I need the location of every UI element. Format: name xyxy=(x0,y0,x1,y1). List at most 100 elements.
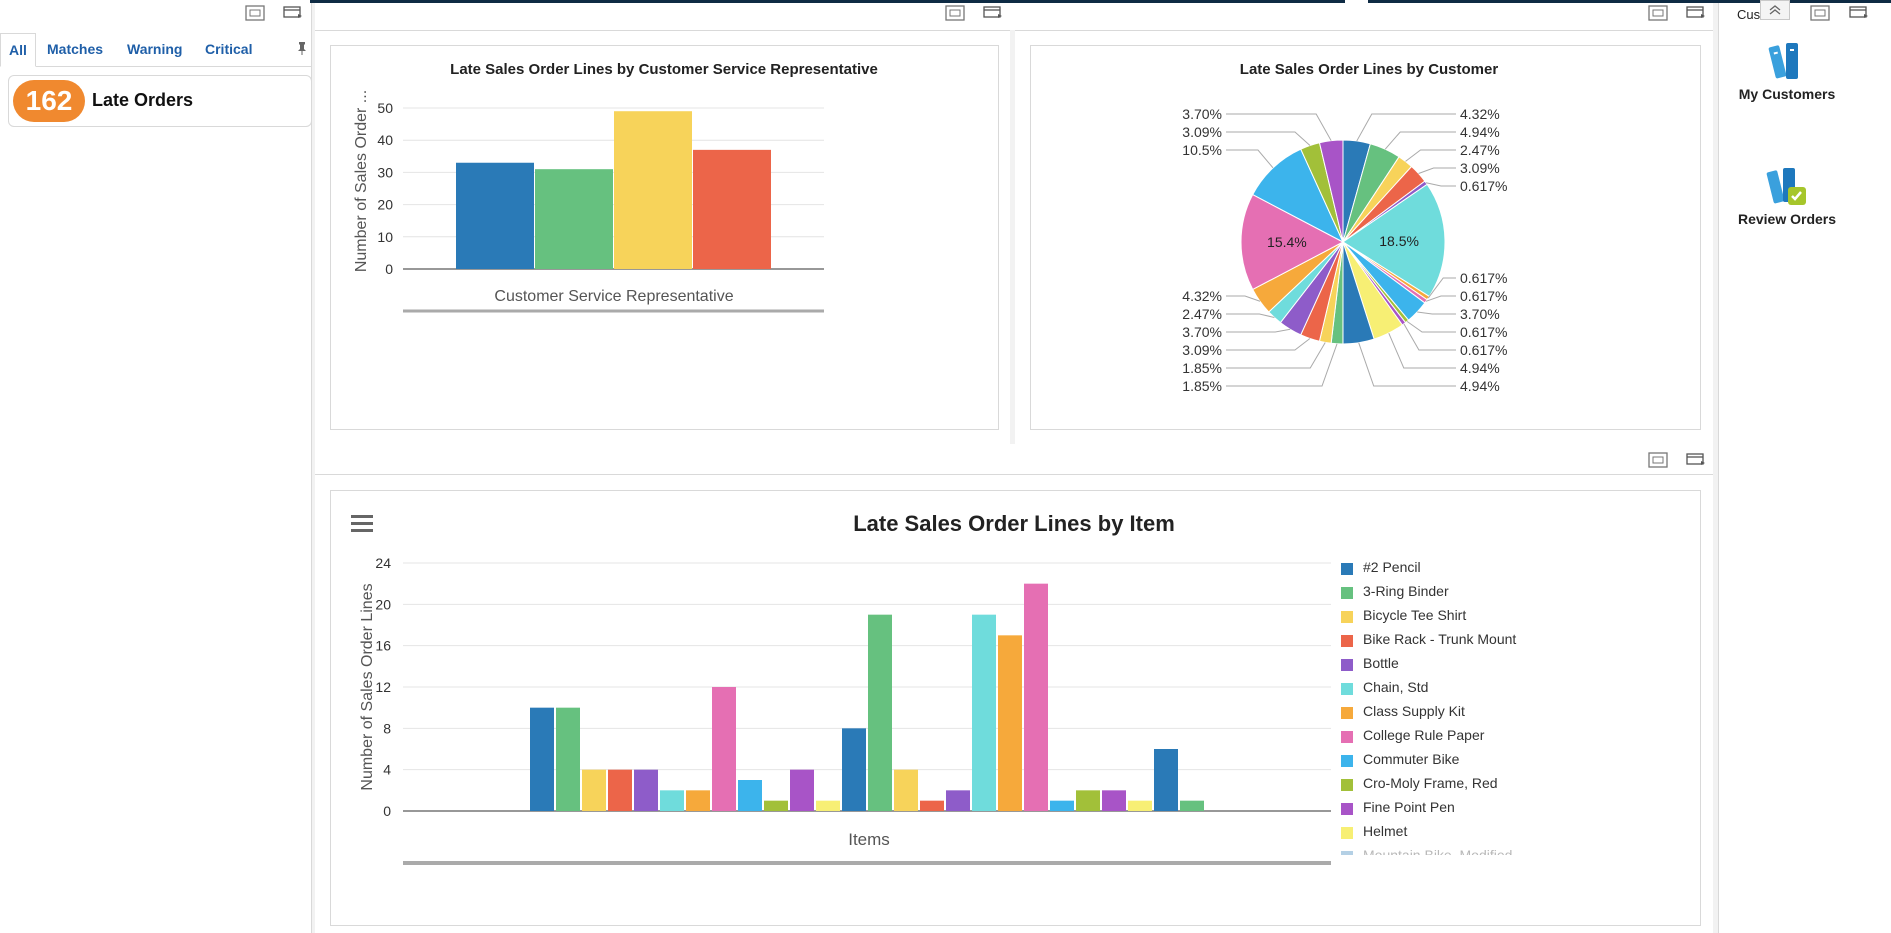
pie-slice xyxy=(1342,183,1446,298)
slice-label: 0.617% xyxy=(1460,288,1507,304)
y-tick-label: 4 xyxy=(383,762,391,778)
leader-line xyxy=(1226,149,1274,169)
legend-label: Cro-Moly Frame, Red xyxy=(1363,775,1498,791)
expand-icon[interactable] xyxy=(245,5,265,21)
tab-all[interactable]: All xyxy=(0,33,36,67)
left-panel: All Matches Warning Critical 162 Late Or… xyxy=(0,3,312,933)
customer-pie-chart: Late Sales Order Lines by Customer 18.5% 1… xyxy=(1182,61,1507,394)
bar xyxy=(738,780,762,811)
leader-line xyxy=(1226,313,1275,318)
y-axis-title: Number of Sales Order Lines xyxy=(359,583,376,790)
bar xyxy=(998,635,1022,811)
legend-label: 3-Ring Binder xyxy=(1363,583,1449,599)
legend-swatch xyxy=(1341,635,1353,647)
expand-icon[interactable] xyxy=(1648,452,1668,468)
bar xyxy=(582,769,606,811)
leader-line xyxy=(1418,167,1456,174)
slice-label: 0.617% xyxy=(1460,342,1507,358)
leader-line xyxy=(1226,342,1326,369)
bar xyxy=(1050,800,1074,811)
tab-matches[interactable]: Matches xyxy=(47,41,104,57)
launcher-my-customers[interactable]: My Customers xyxy=(1722,40,1852,102)
bar xyxy=(1102,790,1126,811)
leader-line xyxy=(1226,343,1338,387)
legend-swatch xyxy=(1341,683,1353,695)
chart-title: Late Sales Order Lines by Customer xyxy=(1240,61,1499,78)
pin-icon[interactable] xyxy=(297,41,307,55)
slice-label: 3.70% xyxy=(1460,306,1500,322)
leader-line xyxy=(1226,328,1291,333)
bar xyxy=(712,687,736,811)
bar xyxy=(456,162,534,269)
legend-swatch xyxy=(1341,803,1353,815)
bar xyxy=(790,769,814,811)
legend-label: Mountain Bike, Modified xyxy=(1363,847,1513,855)
settings-icon[interactable] xyxy=(1686,452,1706,468)
expand-icon[interactable] xyxy=(1648,5,1668,21)
slice-label: 15.4% xyxy=(1267,234,1307,250)
launcher-review-orders[interactable]: Review Orders xyxy=(1722,165,1852,227)
books-icon xyxy=(1722,40,1852,86)
legend-label: #2 Pencil xyxy=(1363,559,1421,575)
slice-label: 4.94% xyxy=(1460,124,1500,140)
leader-line xyxy=(1358,342,1456,387)
late-orders-count: 162 xyxy=(13,80,85,122)
tab-warning[interactable]: Warning xyxy=(127,41,183,57)
slice-label: 3.70% xyxy=(1182,324,1222,340)
expand-icon[interactable] xyxy=(1810,5,1830,21)
slice-label: 4.32% xyxy=(1182,288,1222,304)
y-tick-label: 50 xyxy=(377,100,393,116)
slice-label: 2.47% xyxy=(1182,306,1222,322)
chart-title: Late Sales Order Lines by Item xyxy=(853,511,1175,536)
slice-label: 10.5% xyxy=(1182,142,1222,158)
collapse-icon[interactable] xyxy=(1760,0,1790,20)
y-tick-label: 30 xyxy=(377,164,393,180)
legend-label: Bicycle Tee Shirt xyxy=(1363,607,1467,623)
slice-label: 3.70% xyxy=(1182,106,1222,122)
legend-swatch xyxy=(1341,827,1353,839)
chart-menu-icon[interactable] xyxy=(351,513,373,533)
slice-label: 4.94% xyxy=(1460,360,1500,376)
settings-icon[interactable] xyxy=(1849,5,1869,21)
bar xyxy=(1180,800,1204,811)
settings-icon[interactable] xyxy=(983,5,1003,21)
y-tick-label: 40 xyxy=(377,132,393,148)
slice-label: 3.09% xyxy=(1182,342,1222,358)
chart-title: Late Sales Order Lines by Customer Servi… xyxy=(450,61,878,78)
late-orders-card[interactable]: 162 Late Orders xyxy=(8,75,312,127)
bar xyxy=(634,769,658,811)
legend-label: Class Supply Kit xyxy=(1363,703,1465,719)
slice-label: 0.617% xyxy=(1460,324,1507,340)
filter-tabs: All Matches Warning Critical xyxy=(0,33,311,67)
slice-label: 18.5% xyxy=(1379,233,1419,249)
bar xyxy=(614,111,692,269)
bar xyxy=(693,149,771,269)
y-axis-title: Number of Sales Order ... xyxy=(353,90,370,272)
settings-icon[interactable] xyxy=(283,5,303,21)
legend-swatch xyxy=(1341,563,1353,575)
legend-swatch xyxy=(1341,731,1353,743)
csr-bar-chart: Late Sales Order Lines by Customer Servi… xyxy=(353,61,878,313)
bar xyxy=(816,800,840,811)
leader-line xyxy=(1226,338,1311,351)
settings-icon[interactable] xyxy=(1686,5,1706,21)
legend-label: Commuter Bike xyxy=(1363,751,1460,767)
item-bar-chart: Late Sales Order Lines by Item 0 4 8 12 16 20 2… xyxy=(359,511,1331,865)
expand-icon[interactable] xyxy=(945,5,965,21)
y-tick-label: 20 xyxy=(377,197,393,213)
legend-label: Helmet xyxy=(1363,823,1408,839)
bar xyxy=(920,800,944,811)
legend-label: Chain, Std xyxy=(1363,679,1429,695)
y-tick-label: 0 xyxy=(385,261,393,277)
leader-line xyxy=(1425,182,1456,187)
leader-line xyxy=(1226,295,1261,302)
y-tick-label: 12 xyxy=(375,679,391,695)
legend-swatch xyxy=(1341,587,1353,599)
y-tick-label: 8 xyxy=(383,720,391,736)
bar xyxy=(1154,749,1178,811)
slice-label: 2.47% xyxy=(1460,142,1500,158)
leader-line xyxy=(1425,295,1456,302)
bar xyxy=(868,614,892,811)
pie-slice xyxy=(1318,139,1344,243)
tab-critical[interactable]: Critical xyxy=(205,41,253,57)
